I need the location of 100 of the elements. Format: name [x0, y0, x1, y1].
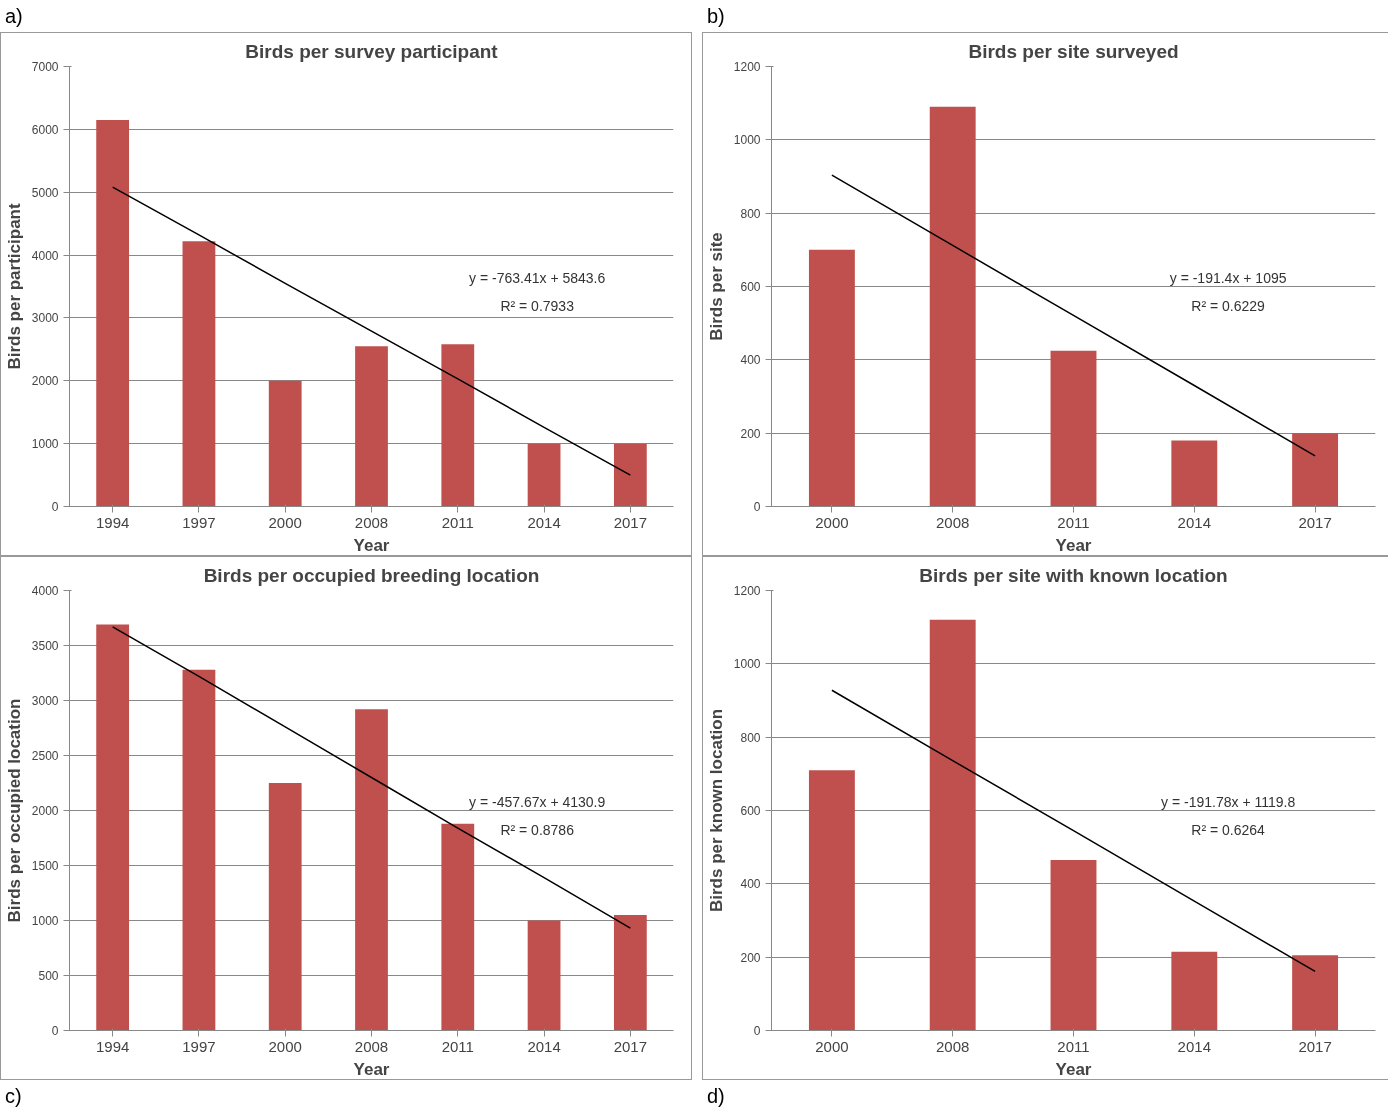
- line-series: [831, 689, 1316, 973]
- x-axis-title: Year: [1055, 1059, 1092, 1079]
- bar: [268, 380, 302, 507]
- y-tick-label: 0: [51, 1024, 59, 1038]
- chart-title: Birds per site with known location: [919, 564, 1228, 586]
- bar: [441, 344, 475, 507]
- x-tick-label: 2014: [1177, 1037, 1211, 1055]
- x-tick-label: 2017: [1298, 1037, 1332, 1055]
- bar: [441, 823, 475, 1031]
- bar: [808, 770, 855, 1031]
- bar: [96, 624, 130, 1031]
- x-tick-label: 2000: [268, 1037, 302, 1055]
- x-tick-label: 2008: [936, 1037, 970, 1055]
- bar: [613, 443, 647, 507]
- y-tick-label: 1000: [733, 133, 761, 148]
- x-tick-label: 2000: [268, 513, 302, 531]
- y-tick-label: 1000: [31, 914, 59, 928]
- x-tick-label: 2017: [613, 1037, 648, 1055]
- x-tick-label: 2014: [1177, 513, 1211, 531]
- y-tick-label: 400: [740, 353, 761, 368]
- x-tick-label: 2017: [613, 513, 648, 531]
- y-axis-title: Birds per known location: [706, 708, 726, 913]
- y-tick-label: 500: [38, 969, 59, 983]
- y-axis-title: Birds per occupied location: [4, 698, 24, 923]
- bar: [268, 783, 302, 1031]
- y-tick-label: 600: [740, 804, 761, 818]
- annotation: y = -763.41x + 5843.6: [469, 269, 606, 286]
- x-tick-label: 2014: [527, 1037, 561, 1055]
- y-axis-title: Birds per participant: [4, 203, 24, 370]
- text: b): [707, 5, 725, 27]
- x-axis-title: Year: [353, 1059, 390, 1079]
- bar: [929, 106, 976, 507]
- text: c): [5, 1085, 22, 1107]
- x-tick-label: 2008: [354, 1037, 389, 1055]
- y-tick-label: 800: [740, 730, 761, 745]
- x-tick-label: 1994: [95, 1037, 130, 1055]
- bar: [96, 119, 130, 507]
- bar: [929, 619, 976, 1031]
- annotation: R² = 0.6264: [1191, 822, 1266, 839]
- y-tick-label: 3500: [31, 639, 59, 653]
- x-axis-title: Year: [1055, 535, 1092, 555]
- x-tick-label: 2011: [441, 1037, 474, 1055]
- x-tick-label: 2014: [527, 513, 561, 531]
- y-axis-title: Birds per site: [706, 232, 726, 341]
- y-tick-label: 1200: [733, 60, 761, 74]
- bar: [1050, 350, 1097, 507]
- y-tick-label: 2000: [31, 804, 59, 818]
- x-tick-label: 2011: [1057, 513, 1090, 531]
- text: a): [5, 5, 23, 27]
- x-tick-label: 2008: [354, 513, 389, 531]
- annotation: y = -457.67x + 4130.9: [469, 793, 606, 810]
- bar: [613, 915, 647, 1031]
- bar: [527, 443, 561, 507]
- y-tick-label: 800: [740, 206, 761, 221]
- line-series: [831, 174, 1316, 457]
- line-series: [111, 186, 632, 476]
- y-tick-label: 1500: [31, 859, 59, 873]
- annotation: R² = 0.6229: [1191, 298, 1266, 315]
- chart-title: Birds per occupied breeding location: [203, 564, 540, 586]
- x-tick-label: 2000: [815, 513, 849, 531]
- y-tick-label: 600: [740, 280, 761, 294]
- y-tick-label: 400: [740, 877, 761, 892]
- text: d): [707, 1085, 725, 1107]
- y-tick-label: 2000: [31, 374, 59, 389]
- line-series: [111, 626, 632, 929]
- y-tick-label: 1000: [31, 437, 59, 452]
- y-tick-label: 6000: [31, 122, 59, 137]
- bar: [182, 669, 216, 1031]
- x-tick-label: 2000: [815, 1037, 849, 1055]
- chart-title: Birds per survey participant: [245, 40, 499, 62]
- x-tick-label: 2017: [1298, 513, 1332, 531]
- y-tick-label: 1200: [733, 584, 761, 598]
- bar: [808, 249, 855, 507]
- y-tick-label: 7000: [31, 60, 59, 74]
- bar: [1171, 951, 1218, 1031]
- x-tick-label: 2008: [936, 513, 970, 531]
- y-tick-label: 5000: [31, 185, 59, 200]
- x-tick-label: 2011: [441, 513, 474, 531]
- x-tick-label: 1997: [182, 1037, 216, 1055]
- annotation: R² = 0.7933: [500, 298, 575, 315]
- y-tick-label: 4000: [31, 248, 59, 263]
- x-tick-label: 1997: [182, 513, 216, 531]
- annotation: R² = 0.8786: [500, 822, 575, 839]
- bar: [1292, 433, 1339, 507]
- annotation: y = -191.4x + 1095: [1169, 269, 1287, 286]
- y-tick-label: 0: [51, 500, 59, 514]
- x-axis-title: Year: [353, 535, 390, 555]
- y-tick-label: 4000: [31, 584, 59, 598]
- bar: [182, 241, 216, 507]
- y-tick-label: 0: [753, 1024, 761, 1038]
- y-tick-label: 1000: [733, 657, 761, 672]
- x-tick-label: 2011: [1057, 1037, 1090, 1055]
- y-tick-label: 200: [740, 950, 761, 965]
- y-tick-label: 0: [753, 500, 761, 514]
- annotation: y = -191.78x + 1119.8: [1161, 793, 1296, 810]
- bar: [1050, 860, 1097, 1031]
- y-tick-label: 3000: [31, 311, 59, 326]
- x-tick-label: 1994: [95, 513, 130, 531]
- y-tick-label: 2500: [31, 749, 59, 763]
- bar: [527, 920, 561, 1031]
